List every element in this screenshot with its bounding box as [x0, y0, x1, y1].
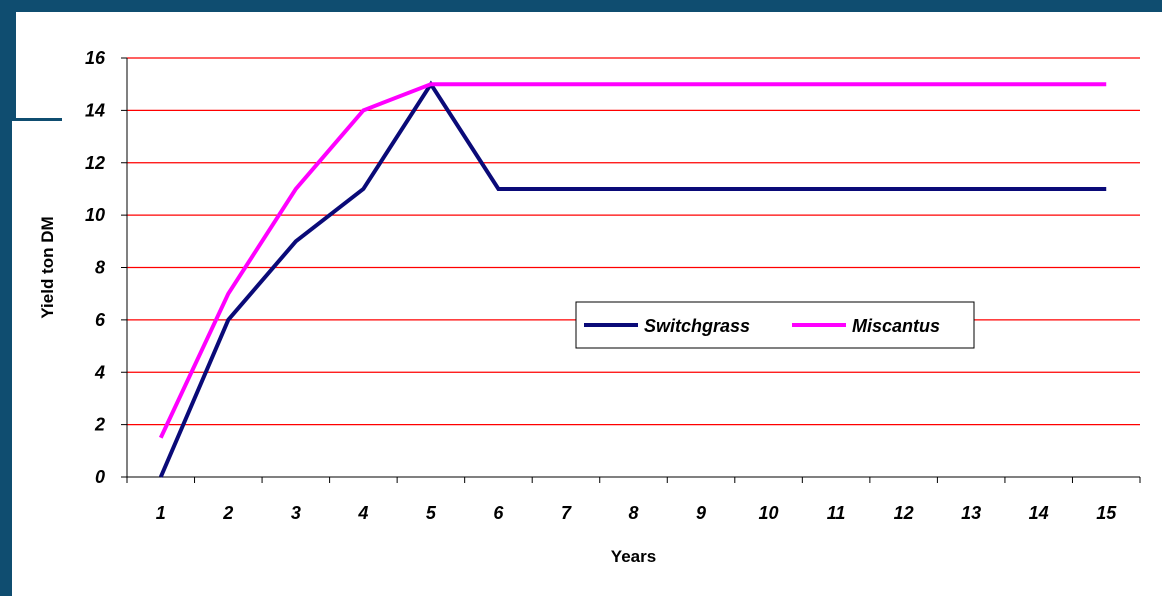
point-switchgrass-15 — [1104, 187, 1108, 191]
y-tick-label-14: 14 — [85, 100, 105, 120]
legend: Switchgrass Miscantus — [575, 301, 975, 349]
y-tick-label-16: 16 — [85, 48, 106, 68]
y-tick-label-4: 4 — [94, 362, 105, 382]
point-miscantus-13 — [969, 82, 973, 86]
series-line-miscantus — [158, 82, 1107, 439]
point-switchgrass-11 — [834, 187, 838, 191]
y-tick-label-8: 8 — [95, 258, 105, 278]
point-switchgrass-6 — [496, 187, 500, 191]
point-miscantus-2 — [226, 292, 230, 296]
x-tick-label-3: 3 — [291, 503, 301, 523]
slide-frame-left-band — [12, 0, 16, 118]
point-switchgrass-2 — [226, 318, 230, 322]
series-lines — [158, 80, 1108, 479]
point-switchgrass-7 — [564, 187, 568, 191]
point-switchgrass-10 — [767, 187, 771, 191]
x-tick-label-10: 10 — [759, 503, 779, 523]
x-tick-label-8: 8 — [628, 503, 638, 523]
point-miscantus-6 — [496, 82, 500, 86]
point-switchgrass-4 — [361, 187, 365, 191]
x-tick-label-11: 11 — [827, 503, 846, 523]
slide-frame-accent-line — [0, 118, 62, 121]
point-miscantus-4 — [361, 108, 365, 112]
point-switchgrass-3 — [294, 239, 298, 243]
point-switchgrass-13 — [969, 187, 973, 191]
point-miscantus-3 — [294, 187, 298, 191]
point-switchgrass-8 — [632, 187, 636, 191]
point-miscantus-9 — [699, 82, 703, 86]
point-miscantus-14 — [1037, 82, 1041, 86]
point-miscantus-12 — [902, 82, 906, 86]
y-axis-title: Yield ton DM — [38, 216, 57, 318]
x-tick-label-12: 12 — [894, 503, 914, 523]
point-switchgrass-14 — [1037, 187, 1041, 191]
slide-frame-top — [0, 0, 1162, 12]
y-tick-label-2: 2 — [94, 415, 105, 435]
x-tick-label-4: 4 — [357, 503, 368, 523]
x-tick-labels: 1 2 3 4 5 6 7 8 9 10 11 12 13 14 15 — [156, 503, 1117, 523]
point-miscantus-8 — [632, 82, 636, 86]
x-tick-label-7: 7 — [561, 503, 572, 523]
y-tick-labels: 0 2 4 6 8 10 12 14 16 — [85, 48, 106, 487]
x-tick-label-15: 15 — [1096, 503, 1117, 523]
gridlines — [127, 57, 1140, 426]
y-tick-label-12: 12 — [85, 153, 105, 173]
legend-label-miscantus: Miscantus — [852, 316, 940, 336]
point-miscantus-1 — [159, 436, 163, 440]
y-tick-label-10: 10 — [85, 205, 105, 225]
y-tick-label-0: 0 — [95, 467, 105, 487]
series-line-switchgrass — [158, 80, 1107, 478]
x-tick-label-13: 13 — [961, 503, 981, 523]
x-tick-label-1: 1 — [156, 503, 166, 523]
legend-box — [575, 301, 975, 349]
point-miscantus-11 — [834, 82, 838, 86]
point-miscantus-5 — [429, 82, 433, 86]
legend-label-switchgrass: Switchgrass — [644, 316, 750, 336]
x-axis-title: Years — [611, 547, 656, 566]
point-switchgrass-12 — [902, 187, 906, 191]
point-switchgrass-1 — [159, 475, 163, 479]
point-miscantus-15 — [1104, 82, 1108, 86]
x-tick-label-5: 5 — [426, 503, 437, 523]
point-switchgrass-9 — [699, 187, 703, 191]
point-miscantus-7 — [564, 82, 568, 86]
slide-frame-left — [0, 0, 12, 596]
point-miscantus-10 — [767, 82, 771, 86]
x-tick-label-14: 14 — [1029, 503, 1049, 523]
x-tick-label-9: 9 — [696, 503, 706, 523]
x-tick-label-6: 6 — [493, 503, 504, 523]
axes — [121, 57, 1141, 483]
y-tick-label-6: 6 — [95, 310, 106, 330]
x-tick-label-2: 2 — [222, 503, 233, 523]
